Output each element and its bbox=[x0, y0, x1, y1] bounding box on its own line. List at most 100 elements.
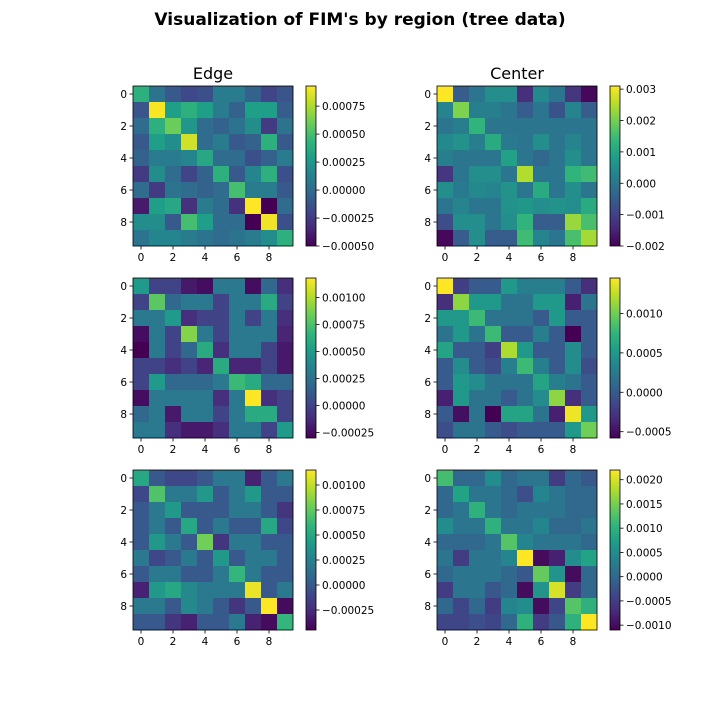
heatmap-1-center-cell-0-5 bbox=[517, 86, 534, 103]
heatmap-3-edge-cell-3-1 bbox=[149, 518, 166, 535]
heatmap-1-center-colorbar-label-5: −0.002 bbox=[626, 241, 665, 253]
heatmap-2-edge-cell-7-7 bbox=[245, 390, 262, 407]
heatmap-1-edge-cell-9-5 bbox=[213, 230, 230, 247]
heatmap-3-center-cell-1-9 bbox=[581, 486, 598, 503]
heatmap-3-center-frame bbox=[436, 469, 598, 631]
heatmap-2-center-cell-9-7 bbox=[549, 422, 566, 439]
heatmap-3-edge-cell-2-2 bbox=[165, 502, 182, 519]
heatmap-1-edge-frame bbox=[132, 85, 294, 247]
heatmap-3-edge-cell-8-4 bbox=[197, 598, 214, 615]
heatmap-1-edge-cell-6-5 bbox=[213, 182, 230, 199]
heatmap-3-edge-cell-3-8 bbox=[261, 518, 278, 535]
heatmap-2-center-cell-8-7 bbox=[549, 406, 566, 423]
heatmap-2-edge-ytick-label-0: 0 bbox=[120, 281, 127, 293]
heatmap-3-edge-cell-1-2 bbox=[165, 486, 182, 503]
heatmap-1-edge-cell-6-7 bbox=[245, 182, 262, 199]
heatmap-3-center-cell-5-9 bbox=[581, 550, 598, 567]
heatmap-2-edge-cell-5-2 bbox=[165, 358, 182, 375]
heatmap-2-edge-cell-0-5 bbox=[213, 278, 230, 295]
heatmap-2-edge-cell-8-5 bbox=[213, 406, 230, 423]
heatmap-2-edge-frame bbox=[132, 277, 294, 439]
heatmap-1-edge-cell-2-4 bbox=[197, 118, 214, 135]
heatmap-1-center-ytick-label-0: 0 bbox=[424, 89, 431, 101]
heatmap-2-edge-cell-1-4 bbox=[197, 294, 214, 311]
heatmap-1-center-cell-5-5 bbox=[517, 166, 534, 183]
heatmap-2-edge-colorbar-label-0: 0.00100 bbox=[322, 292, 365, 304]
heatmap-2-edge-cell-9-7 bbox=[245, 422, 262, 439]
heatmap-3-center-ytick-label-2: 2 bbox=[424, 505, 431, 517]
heatmap-1-edge-colorbar-label-3: 0.00000 bbox=[322, 185, 365, 197]
heatmap-1-center-cell-0-4 bbox=[501, 86, 518, 103]
heatmap-1-center-colorbar-label-0: 0.003 bbox=[626, 84, 656, 96]
heatmap-3-edge-cell-4-0 bbox=[133, 534, 150, 551]
heatmap-3-center-cell-5-3 bbox=[485, 550, 502, 567]
heatmap-2-edge-cell-6-7 bbox=[245, 374, 262, 391]
heatmap-2-edge-ytick-label-2: 2 bbox=[120, 313, 127, 325]
heatmap-1-center-cell-5-1 bbox=[453, 166, 470, 183]
heatmap-2-edge-colorbar-label-3: 0.00025 bbox=[322, 374, 365, 386]
heatmap-3-center-cell-2-9 bbox=[581, 502, 598, 519]
heatmap-2-edge-cell-5-8 bbox=[261, 358, 278, 375]
heatmap-2-edge-colorbar-label-1: 0.00075 bbox=[322, 319, 365, 331]
heatmap-1-center-cell-4-6 bbox=[533, 150, 550, 167]
heatmap-2-edge-cell-9-5 bbox=[213, 422, 230, 439]
heatmap-3-edge-cell-6-1 bbox=[149, 566, 166, 583]
heatmap-1-edge-colorbar bbox=[305, 85, 317, 247]
heatmap-3-edge-cell-9-0 bbox=[133, 614, 150, 631]
heatmap-3-center-cell-2-1 bbox=[453, 502, 470, 519]
heatmap-2-edge-cell-4-0 bbox=[133, 342, 150, 359]
heatmap-3-edge-xtick-label-6: 6 bbox=[234, 636, 241, 648]
heatmap-3-center-cell-9-0 bbox=[437, 614, 454, 631]
heatmap-2-center-cell-7-2 bbox=[469, 390, 486, 407]
heatmap-1-center-ytick-label-8: 8 bbox=[424, 217, 431, 229]
heatmap-1-center-cell-4-5 bbox=[517, 150, 534, 167]
heatmap-3-edge-xtick-label-2: 2 bbox=[170, 636, 177, 648]
heatmap-3-center-cell-5-7 bbox=[549, 550, 566, 567]
heatmap-1-edge-cell-2-9 bbox=[277, 118, 294, 135]
heatmap-3-edge-cell-5-1 bbox=[149, 550, 166, 567]
heatmap-1-edge-cell-8-8 bbox=[261, 214, 278, 231]
heatmap-3-edge-cell-3-6 bbox=[229, 518, 246, 535]
heatmap-1-center-cell-3-3 bbox=[485, 134, 502, 151]
heatmap-3-center-cell-0-9 bbox=[581, 470, 598, 487]
heatmap-2-center-cell-8-2 bbox=[469, 406, 486, 423]
heatmap-3-center-cell-6-6 bbox=[533, 566, 550, 583]
heatmap-1-edge-cell-1-7 bbox=[245, 102, 262, 119]
heatmap-1-center-cell-1-9 bbox=[581, 102, 598, 119]
heatmap-1-edge-cell-9-3 bbox=[181, 230, 198, 247]
heatmap-1-edge-cell-9-2 bbox=[165, 230, 182, 247]
heatmap-1-center-cell-9-0 bbox=[437, 230, 454, 247]
heatmap-2-center-cell-3-6 bbox=[533, 326, 550, 343]
heatmap-2-edge-cell-7-8 bbox=[261, 390, 278, 407]
heatmap-3-center-cell-8-0 bbox=[437, 598, 454, 615]
heatmap-3-center-cell-4-3 bbox=[485, 534, 502, 551]
heatmap-1-edge-cell-1-0 bbox=[133, 102, 150, 119]
heatmap-3-center-cell-6-3 bbox=[485, 566, 502, 583]
heatmap-3-center-cell-6-5 bbox=[517, 566, 534, 583]
heatmap-3-center-cell-5-6 bbox=[533, 550, 550, 567]
heatmap-1-center-cell-8-8 bbox=[565, 214, 582, 231]
heatmap-2-edge-colorbar-label-4: 0.00000 bbox=[322, 401, 365, 413]
heatmap-1-edge-cell-6-8 bbox=[261, 182, 278, 199]
heatmap-2-center-cell-2-9 bbox=[581, 310, 598, 327]
heatmap-3-edge-cell-9-1 bbox=[149, 614, 166, 631]
heatmap-3-edge-cell-4-3 bbox=[181, 534, 198, 551]
heatmap-3-edge-cell-6-7 bbox=[245, 566, 262, 583]
heatmap-3-center-cell-1-1 bbox=[453, 486, 470, 503]
heatmap-2-center-cell-0-9 bbox=[581, 278, 598, 295]
heatmap-2-center-cell-1-9 bbox=[581, 294, 598, 311]
heatmap-1-center-colorbar-label-2: 0.001 bbox=[626, 147, 656, 159]
heatmap-3-edge-ytick-label-8: 8 bbox=[120, 601, 127, 613]
heatmap-1-edge-cell-4-4 bbox=[197, 150, 214, 167]
heatmap-1-center-cell-0-1 bbox=[453, 86, 470, 103]
heatmap-2-edge-cell-3-8 bbox=[261, 326, 278, 343]
heatmap-2-edge-cell-5-6 bbox=[229, 358, 246, 375]
heatmap-2-center-cell-0-5 bbox=[517, 278, 534, 295]
heatmap-1-center-cell-6-0 bbox=[437, 182, 454, 199]
heatmap-3-center-cell-9-4 bbox=[501, 614, 518, 631]
heatmap-1-center-ytick-label-4: 4 bbox=[424, 153, 431, 165]
heatmap-1-center-cell-6-1 bbox=[453, 182, 470, 199]
heatmap-2-edge-cell-5-0 bbox=[133, 358, 150, 375]
heatmap-2-center-cell-9-8 bbox=[565, 422, 582, 439]
heatmap-3-edge-cell-8-8 bbox=[261, 598, 278, 615]
